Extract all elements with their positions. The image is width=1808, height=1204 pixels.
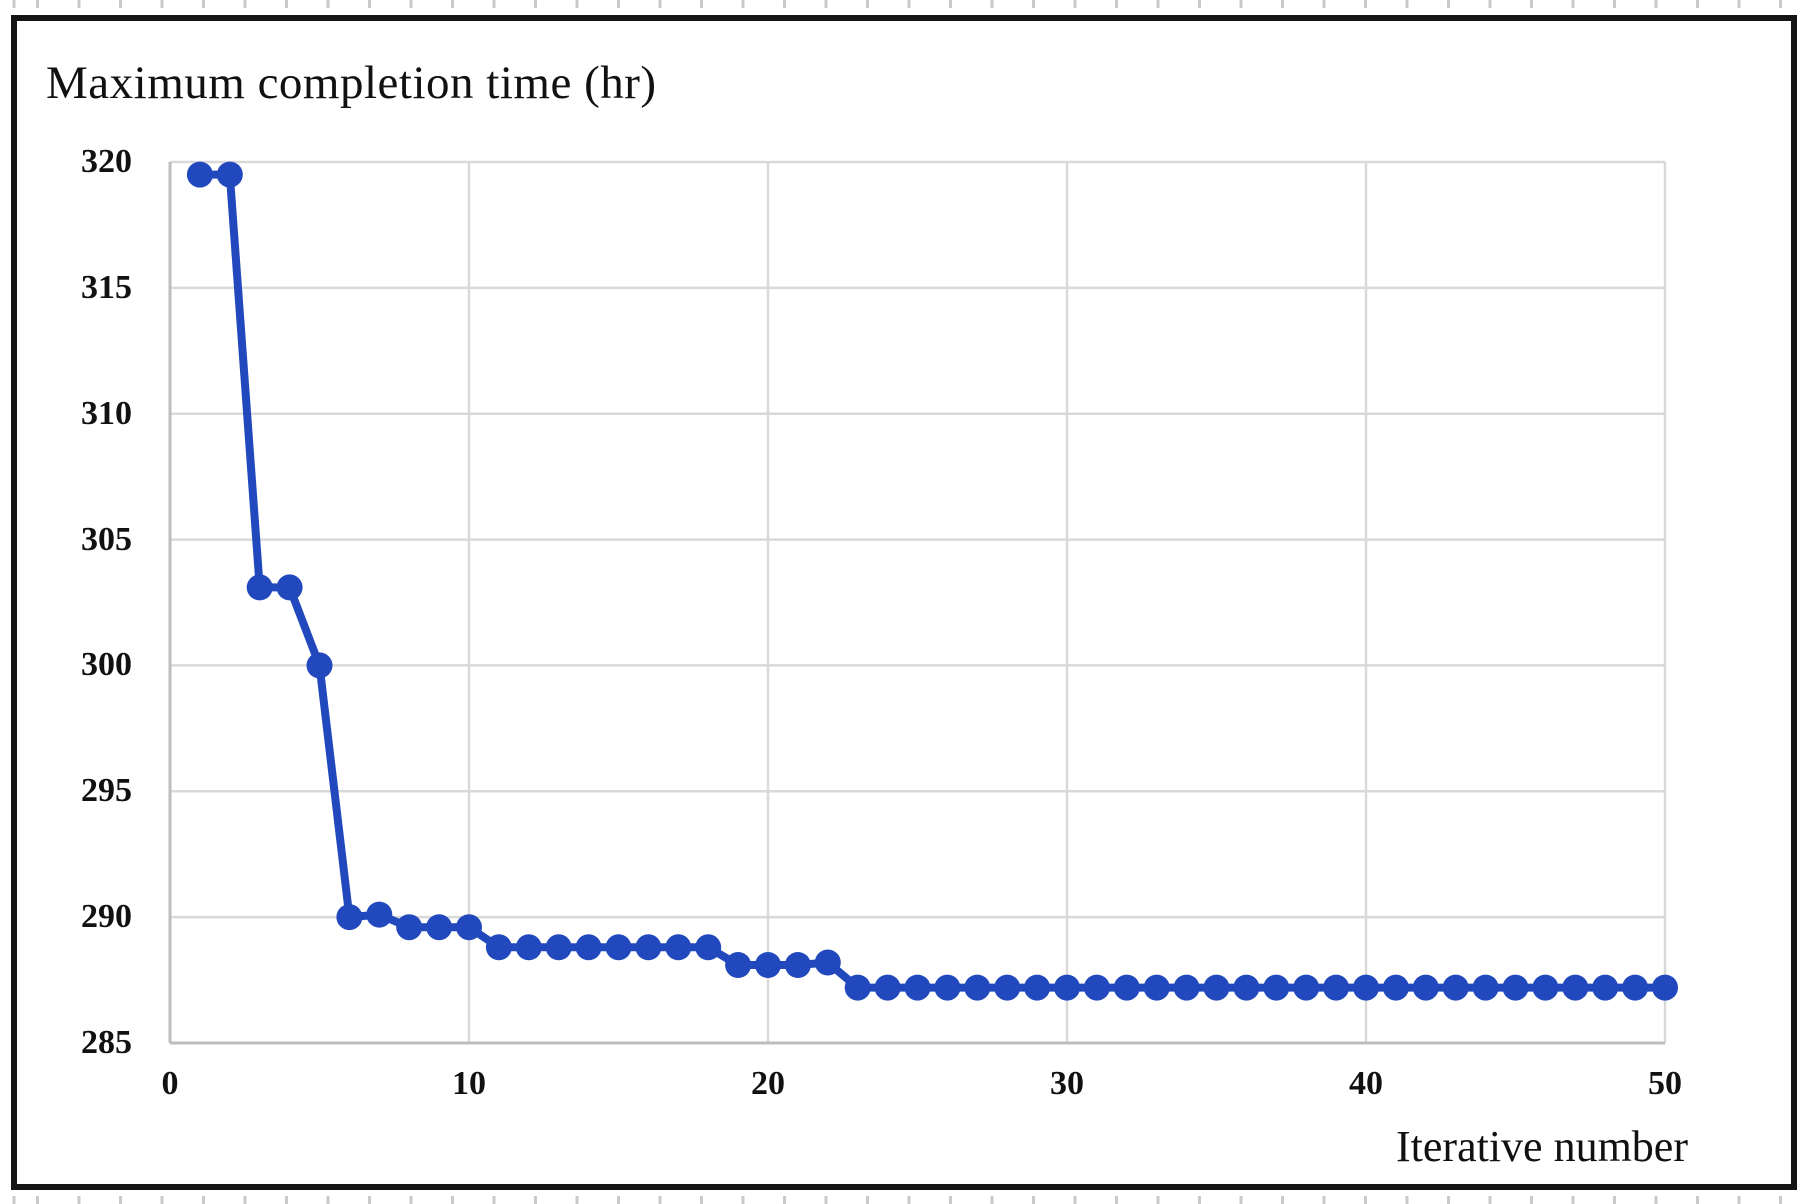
data-point-marker	[1532, 974, 1559, 1001]
data-point-marker	[306, 652, 333, 679]
data-point-marker	[755, 952, 781, 978]
data-point-marker	[1652, 974, 1678, 1001]
data-point-marker	[426, 914, 453, 941]
x-tick-label: 0	[161, 1065, 179, 1102]
data-point-marker	[575, 934, 602, 961]
y-tick-label: 290	[81, 898, 132, 936]
data-point-marker	[1083, 974, 1110, 1001]
data-point-marker	[1502, 974, 1529, 1001]
data-point-marker	[874, 974, 901, 1001]
data-point-marker	[1472, 974, 1499, 1001]
data-point-marker	[635, 934, 662, 961]
data-point-marker	[1203, 974, 1230, 1001]
x-tick-label: 40	[1349, 1065, 1383, 1102]
y-tick-label: 300	[81, 646, 132, 684]
data-point-marker	[216, 161, 243, 188]
data-point-marker	[366, 901, 393, 928]
chart-title: Maximum completion time (hr)	[46, 57, 657, 109]
y-tick-label: 295	[81, 772, 132, 810]
data-point-marker	[276, 574, 303, 601]
data-point-marker	[246, 574, 273, 601]
data-point-marker	[1293, 974, 1320, 1001]
data-point-marker	[1592, 974, 1619, 1001]
figure-border-frame	[11, 15, 1797, 1190]
data-point-marker	[844, 974, 871, 1001]
data-point-marker	[695, 934, 722, 961]
data-point-marker	[605, 934, 632, 961]
x-axis-title: Iterative number	[1396, 1122, 1688, 1171]
data-point-marker	[1412, 974, 1439, 1001]
data-point-marker	[784, 952, 811, 978]
data-point-marker	[1323, 974, 1350, 1001]
data-point-marker	[515, 934, 542, 961]
page-edge-tick-ruler-top	[0, 0, 1808, 8]
series-line	[199, 170, 1665, 992]
data-point-marker	[456, 914, 482, 941]
data-point-marker	[1233, 974, 1260, 1001]
y-tick-label: 315	[81, 268, 132, 306]
data-point-marker	[934, 974, 961, 1001]
data-point-marker	[545, 934, 572, 961]
data-point-marker	[725, 952, 752, 978]
data-point-marker	[1054, 974, 1080, 1001]
data-point-marker	[1442, 974, 1469, 1001]
data-point-marker	[336, 904, 363, 931]
data-point-marker	[1173, 974, 1200, 1001]
data-point-marker	[1622, 974, 1649, 1001]
data-point-marker	[1382, 974, 1409, 1001]
data-point-marker	[904, 974, 931, 1001]
data-point-marker	[396, 914, 423, 941]
data-point-marker	[1113, 974, 1140, 1001]
data-point-marker	[1263, 974, 1290, 1001]
y-tick-label: 320	[81, 143, 132, 180]
data-point-marker	[186, 161, 213, 188]
page-edge-tick-ruler-bottom	[0, 1196, 1808, 1204]
x-tick-label: 30	[1050, 1065, 1084, 1102]
data-point-marker	[994, 974, 1021, 1001]
y-tick-label: 305	[81, 520, 132, 558]
data-point-marker	[1562, 974, 1589, 1001]
data-point-marker	[814, 949, 841, 976]
data-point-marker	[485, 934, 512, 961]
data-point-marker	[665, 934, 692, 961]
data-point-marker	[964, 974, 991, 1001]
data-point-marker	[1143, 974, 1170, 1001]
y-tick-label: 285	[81, 1024, 132, 1061]
x-tick-label: 20	[751, 1065, 785, 1102]
data-point-marker	[1353, 974, 1379, 1001]
data-point-marker	[1024, 974, 1051, 1001]
y-tick-label: 310	[81, 394, 132, 432]
x-tick-label: 10	[452, 1065, 486, 1102]
x-tick-label: 50	[1648, 1065, 1682, 1102]
